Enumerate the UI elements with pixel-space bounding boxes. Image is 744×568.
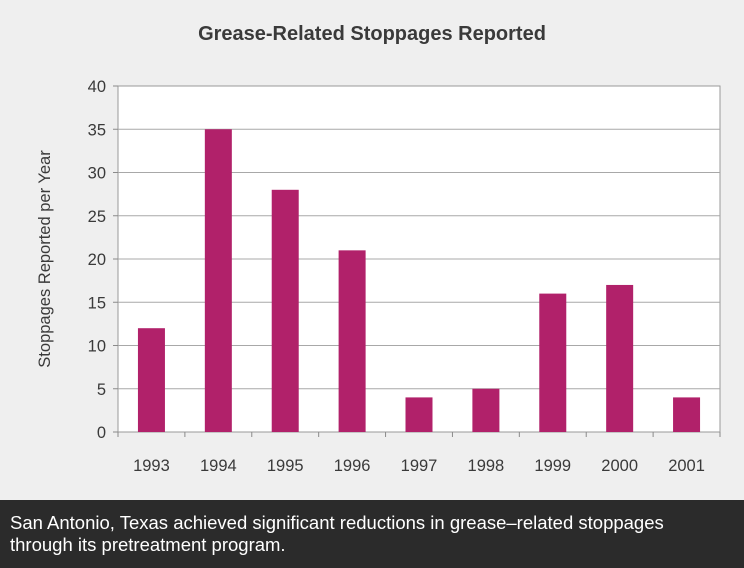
bar-1998 — [472, 388, 500, 432]
caption-box: San Antonio, Texas achieved significant … — [0, 500, 744, 568]
y-tick-label: 0 — [97, 424, 106, 442]
bars — [137, 129, 701, 432]
bar-chart: Grease-Related Stoppages Reported 0 5 10 15… — [36, 23, 721, 475]
bar-1999 — [539, 293, 567, 432]
bar-1996 — [338, 250, 366, 432]
y-tick-label: 15 — [88, 294, 106, 312]
caption-text: San Antonio, Texas achieved significant … — [10, 512, 664, 555]
y-axis-label: Stoppages Reported per Year — [36, 150, 54, 368]
x-tick-label: 2000 — [601, 457, 638, 475]
y-tick-label: 30 — [88, 165, 106, 183]
y-axis-ticks: 0 5 10 15 20 25 30 35 40 — [88, 78, 118, 442]
y-tick-label: 5 — [97, 381, 106, 399]
x-tick-label: 2001 — [668, 457, 705, 475]
y-tick-label: 40 — [88, 78, 106, 96]
x-tick-label: 1999 — [534, 457, 571, 475]
y-tick-label: 10 — [88, 338, 106, 356]
bar-1995 — [271, 189, 299, 432]
bar-2001 — [673, 397, 701, 432]
x-tick-label: 1998 — [468, 457, 505, 475]
bar-1997 — [405, 397, 433, 432]
chart-panel: Grease-Related Stoppages Reported 0 5 10 15… — [0, 0, 744, 500]
x-tick-label: 1996 — [334, 457, 371, 475]
x-tick-label: 1995 — [267, 457, 304, 475]
x-axis-ticks: 1993 1994 1995 1996 1997 1998 1999 2000 2001 — [117, 432, 721, 475]
bar-2000 — [606, 284, 634, 432]
chart-title: Grease-Related Stoppages Reported — [198, 23, 546, 45]
y-tick-label: 25 — [88, 208, 106, 226]
y-tick-label: 35 — [88, 121, 106, 139]
bar-1994 — [204, 129, 232, 432]
bar-1993 — [137, 328, 165, 432]
x-tick-label: 1997 — [401, 457, 438, 475]
y-tick-label: 20 — [88, 251, 106, 269]
x-tick-label: 1994 — [200, 457, 237, 475]
x-tick-label: 1993 — [133, 457, 170, 475]
